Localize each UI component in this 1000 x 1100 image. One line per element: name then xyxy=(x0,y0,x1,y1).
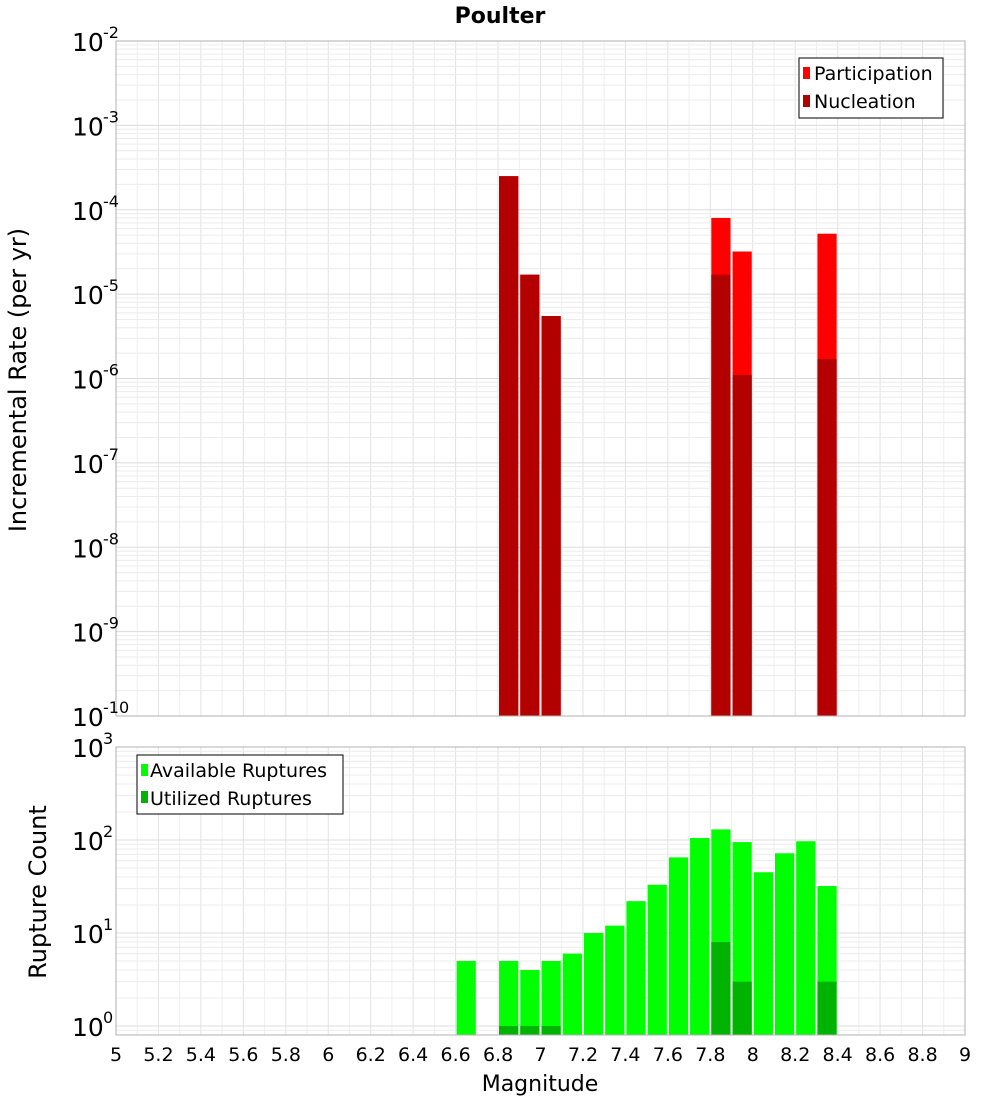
x-tick-label: 5 xyxy=(110,1044,122,1066)
legend-label-participation: Participation xyxy=(814,63,933,85)
bottom-bar-series0 xyxy=(796,841,816,1035)
x-tick-label: 6.4 xyxy=(398,1044,428,1066)
top-y-tick-base: 10 xyxy=(72,197,104,226)
legend-swatch-utilized xyxy=(141,791,148,803)
bottom-bar-series0 xyxy=(583,932,604,1035)
top-y-tick-exponent: -5 xyxy=(103,276,119,295)
top-y-tick-base: 10 xyxy=(72,450,104,479)
top-y-tick-base: 10 xyxy=(72,703,104,732)
bottom-bar-series0 xyxy=(626,901,646,1035)
legend-label-available: Available Ruptures xyxy=(150,760,327,782)
top-y-tick-base: 10 xyxy=(72,112,104,141)
top-y-axis-label: Incremental Rate (per yr) xyxy=(4,228,32,532)
top-y-tick-exponent: -9 xyxy=(103,614,119,633)
top-y-tick-exponent: -10 xyxy=(103,698,129,717)
bottom-y-tick-base: 10 xyxy=(72,920,104,949)
top-bar-series1 xyxy=(711,274,731,716)
x-tick-label: 6.8 xyxy=(483,1044,513,1066)
x-tick-label: 8.8 xyxy=(907,1044,937,1066)
bottom-y-tick-exponent: 3 xyxy=(103,729,113,748)
top-y-tick-exponent: -6 xyxy=(103,361,119,380)
chart-title: Poulter xyxy=(455,4,546,29)
bottom-bar-series0 xyxy=(541,960,561,1035)
top-bar-series1 xyxy=(520,274,540,716)
x-tick-labels: 5 5.2 5.4 5.6 5.8 6 6.2 6.4 6.6 6.8 7 7.2 7.4 7.6 7.8 8… xyxy=(110,1044,971,1066)
bottom-y-tick-exponent: 0 xyxy=(103,1008,113,1027)
bottom-bar-series1 xyxy=(732,981,752,1035)
bottom-y-axis-label: Rupture Count xyxy=(24,805,52,979)
top-bar-series1 xyxy=(817,359,837,716)
top-y-tick-exponent: -4 xyxy=(103,192,119,211)
legend-label-nucleation: Nucleation xyxy=(814,91,916,113)
x-tick-label: 7.6 xyxy=(653,1044,683,1066)
x-tick-label: 7.2 xyxy=(568,1044,598,1066)
x-tick-label: 7 xyxy=(534,1044,546,1066)
x-tick-label: 5.8 xyxy=(271,1044,301,1066)
top-y-tick-exponent: -8 xyxy=(103,529,119,548)
x-tick-label: 5.6 xyxy=(228,1044,258,1066)
bottom-bar-series0 xyxy=(668,857,689,1035)
bottom-bar-series0 xyxy=(753,872,773,1035)
x-tick-label: 5.2 xyxy=(143,1044,173,1066)
x-tick-label: 5.4 xyxy=(186,1044,216,1066)
legend-label-utilized: Utilized Ruptures xyxy=(150,788,312,810)
bottom-y-tick-exponent: 2 xyxy=(103,822,113,841)
x-axis-label: Magnitude xyxy=(482,1072,599,1097)
bottom-bar-series0 xyxy=(690,838,710,1035)
bottom-plot-frame xyxy=(115,746,966,1036)
top-bar-series1 xyxy=(732,375,752,716)
top-y-tick-base: 10 xyxy=(72,534,104,563)
x-tick-label: 6.6 xyxy=(440,1044,470,1066)
x-tick-label: 8.6 xyxy=(865,1044,895,1066)
bottom-bar-series0 xyxy=(456,960,476,1035)
bottom-plot-bars xyxy=(456,829,837,1035)
bottom-bar-series1 xyxy=(541,1025,561,1035)
legend-swatch-nucleation xyxy=(803,95,810,107)
top-bar-series1 xyxy=(541,316,561,716)
bottom-bar-series0 xyxy=(647,884,667,1035)
top-legend: Participation Nucleation xyxy=(798,57,944,119)
bottom-bar-series0 xyxy=(605,925,625,1035)
x-tick-label: 8 xyxy=(747,1044,759,1066)
bottom-y-tick-exponent: 1 xyxy=(103,915,113,934)
bottom-bar-series0 xyxy=(774,853,795,1035)
top-y-tick-exponent: -7 xyxy=(103,445,119,464)
top-plot-bars xyxy=(499,176,837,716)
bottom-bar-series0 xyxy=(562,953,582,1035)
x-tick-label: 7.8 xyxy=(695,1044,725,1066)
bottom-legend: Available Ruptures Utilized Ruptures xyxy=(136,754,344,815)
x-tick-label: 9 xyxy=(959,1044,971,1066)
top-y-tick-base: 10 xyxy=(72,281,104,310)
top-y-tick-base: 10 xyxy=(72,619,104,648)
bottom-y-tick-base: 10 xyxy=(72,734,104,763)
legend-swatch-participation xyxy=(803,67,810,79)
x-tick-label: 8.4 xyxy=(823,1044,853,1066)
bottom-bar-series1 xyxy=(520,1025,540,1035)
x-tick-label: 6.2 xyxy=(356,1044,386,1066)
bottom-bar-series0 xyxy=(520,969,540,1035)
bottom-legend-box xyxy=(136,754,344,815)
x-tick-label: 6 xyxy=(322,1044,334,1066)
bottom-bar-series1 xyxy=(711,942,731,1035)
top-bar-series1 xyxy=(499,176,519,716)
bottom-bar-series0 xyxy=(499,960,519,1035)
top-y-tick-base: 10 xyxy=(72,28,104,57)
bottom-bar-series1 xyxy=(499,1025,519,1035)
x-tick-label: 8.2 xyxy=(780,1044,810,1066)
legend-swatch-available xyxy=(141,764,148,776)
top-plot-frame xyxy=(115,40,966,717)
bottom-y-tick-base: 10 xyxy=(72,1013,104,1042)
top-legend-box xyxy=(798,57,944,119)
top-y-tick-exponent: -3 xyxy=(103,107,119,126)
bottom-y-tick-base: 10 xyxy=(72,827,104,856)
top-y-tick-exponent: -2 xyxy=(103,23,119,42)
x-tick-label: 7.4 xyxy=(610,1044,640,1066)
bottom-bar-series1 xyxy=(817,981,837,1035)
top-y-tick-base: 10 xyxy=(72,366,104,395)
top-plot-grid xyxy=(115,41,966,717)
